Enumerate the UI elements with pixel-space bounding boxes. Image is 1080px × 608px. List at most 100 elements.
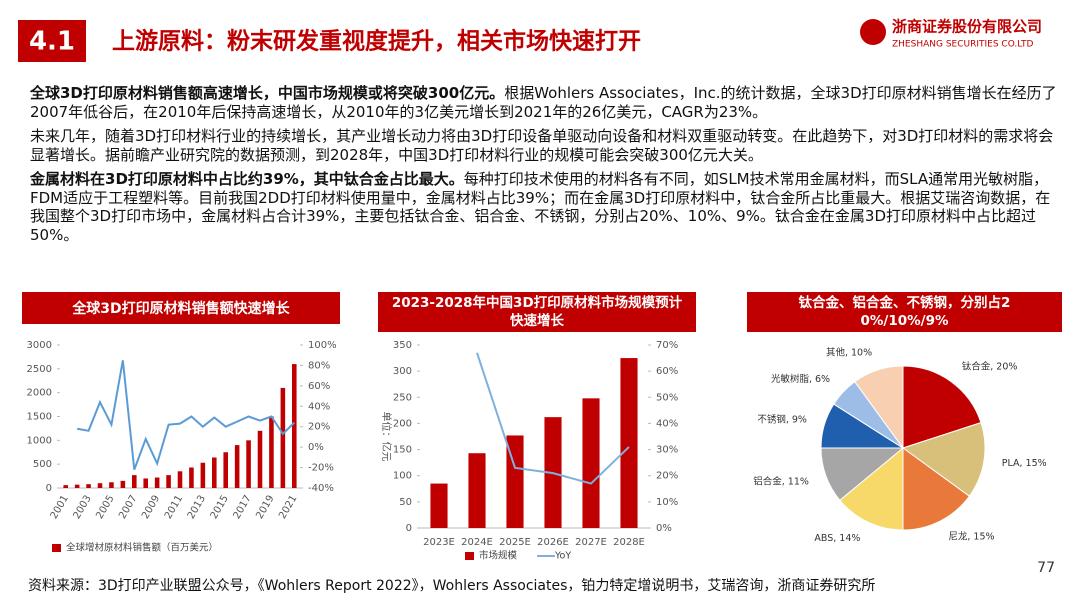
bar <box>234 445 240 488</box>
bar <box>177 471 183 488</box>
pie-label: 光敏树脂, 6% <box>771 373 830 385</box>
bar <box>132 475 137 488</box>
bar <box>166 475 171 488</box>
chart-title: 钛合金、铝合金、不锈钢，分别占2 0%/10%/9% <box>799 294 1011 329</box>
y2-tick-label: 50% <box>656 392 678 403</box>
x-tick-label: 2017 <box>232 494 254 522</box>
y-tick-label: 2500 <box>27 364 52 375</box>
legend-label: 市场规模 <box>479 550 518 562</box>
pie-label: 铝合金, 11% <box>753 475 809 487</box>
x-tick-label: 2009 <box>140 494 162 522</box>
pie-label: 不锈钢, 9% <box>757 414 807 426</box>
x-tick-label: 2019 <box>254 494 276 522</box>
y-axis-label: 单位：亿元 <box>380 412 393 462</box>
x-tick-label: 2011 <box>163 494 185 522</box>
section-number: 4.1 <box>29 27 75 57</box>
bar <box>200 462 206 488</box>
y-tick-label: 3000 <box>27 340 52 351</box>
bar <box>620 358 638 528</box>
x-tick-label: 2007 <box>117 494 139 522</box>
y2-tick-label: 70% <box>656 340 678 351</box>
bar <box>292 364 297 488</box>
y-tick-label: 300 <box>393 366 412 377</box>
y-tick-label: 1500 <box>27 412 52 423</box>
page-number: 77 <box>1037 560 1055 576</box>
bar <box>143 478 148 488</box>
x-tick-label: 2028E <box>613 537 645 548</box>
y-tick-label: 50 <box>399 497 412 508</box>
company: 浙商证券股份有限公司 <box>892 18 1042 36</box>
y-tick-label: 1000 <box>27 435 52 446</box>
y2-tick-label: 30% <box>656 445 678 456</box>
y2-tick-label: 20% <box>656 471 678 482</box>
paragraph: 全球3D打印原材料销售额高速增长，中国市场规模或将突破300亿元。根据Wohle… <box>30 84 1065 121</box>
lead: 金属材料在3D打印原材料中占比约39%，其中钛合金占比最大。 <box>30 170 464 188</box>
bar <box>63 485 68 488</box>
legend-swatch <box>52 544 61 552</box>
bar <box>74 484 80 488</box>
x-tick-label: 2027E <box>575 537 607 548</box>
bar <box>212 457 217 488</box>
bar <box>269 416 274 488</box>
legend-swatch <box>465 552 474 560</box>
y2-tick-label: 80% <box>308 360 330 371</box>
chart-title: 全球3D打印原材料销售额快速增长 <box>71 300 290 317</box>
pie-label: PLA, 15% <box>1002 458 1047 469</box>
legend-label: YoY <box>554 551 571 562</box>
logo-icon <box>860 19 886 45</box>
y-tick-label: 0 <box>46 483 52 494</box>
slide-title: 上游原料：粉末研发重视度提升，相关市场快速打开 <box>112 28 641 55</box>
y-tick-label: 150 <box>393 445 412 456</box>
pie-slice <box>901 422 986 497</box>
bar <box>154 477 160 488</box>
bar <box>189 467 194 488</box>
bar <box>86 484 91 488</box>
x-tick-label: 2025E <box>499 537 531 548</box>
x-tick-label: 2001 <box>49 494 71 522</box>
pie-label: 其他, 10% <box>826 346 872 358</box>
pie-label: 钛合金, 20% <box>962 361 1018 373</box>
pie-slice <box>854 365 904 450</box>
legend-label: 全球增材原材料销售额（百万美元） <box>66 542 218 554</box>
y2-tick-label: -40% <box>308 483 334 494</box>
y2-tick-label: 0% <box>308 442 324 453</box>
y2-tick-label: -20% <box>308 463 334 474</box>
y-tick-label: 250 <box>393 392 412 403</box>
y-tick-label: 200 <box>393 418 412 429</box>
y-tick-label: 2000 <box>27 388 52 399</box>
x-tick-label: 2015 <box>209 494 231 522</box>
y2-tick-label: 0% <box>656 523 672 534</box>
paragraphs: 全球3D打印原材料销售额高速增长，中国市场规模或将突破300亿元。根据Wohle… <box>30 84 1065 250</box>
y2-tick-label: 60% <box>656 366 678 377</box>
bar <box>506 435 524 528</box>
y2-tick-label: 40% <box>308 401 330 412</box>
bar <box>280 387 286 488</box>
pie-slice <box>902 447 971 531</box>
x-tick-label: 2023E <box>423 537 455 548</box>
body-text: 每种打印技术使用的材料各有不同，如SLM技术常用金属材料，而SLA通常用光敏树脂… <box>30 170 1051 244</box>
chart-title-box <box>747 292 1062 332</box>
lead: 全球3D打印原材料销售额高速增长，中国市场规模或将突破300亿元。 <box>30 84 505 102</box>
bar <box>468 453 486 528</box>
pie-slice <box>902 365 982 449</box>
paragraph: 金属材料在3D打印原材料中占比约39%，其中钛合金占比最大。每种打印技术使用的材… <box>30 170 1065 244</box>
bar <box>246 440 251 488</box>
x-tick-label: 2021 <box>277 494 299 522</box>
bar <box>257 430 263 488</box>
x-tick-label: 2026E <box>537 537 569 548</box>
pie-slice <box>839 446 904 531</box>
section-box <box>18 20 86 62</box>
y2-tick-label: 10% <box>656 497 678 508</box>
chart-title-box <box>378 292 696 332</box>
body-text: 根据Wohlers Associates，Inc.的统计数据，全球3D打印原材料… <box>30 84 1057 121</box>
x-tick-label: 2003 <box>72 494 94 522</box>
y2-tick-label: 100% <box>308 340 337 351</box>
bar <box>582 398 600 528</box>
x-tick-label: 2005 <box>94 494 116 522</box>
bar <box>97 483 103 488</box>
x-tick-label: 2013 <box>186 494 208 522</box>
chart-title-box <box>22 292 340 324</box>
y-tick-label: 0 <box>406 523 412 534</box>
